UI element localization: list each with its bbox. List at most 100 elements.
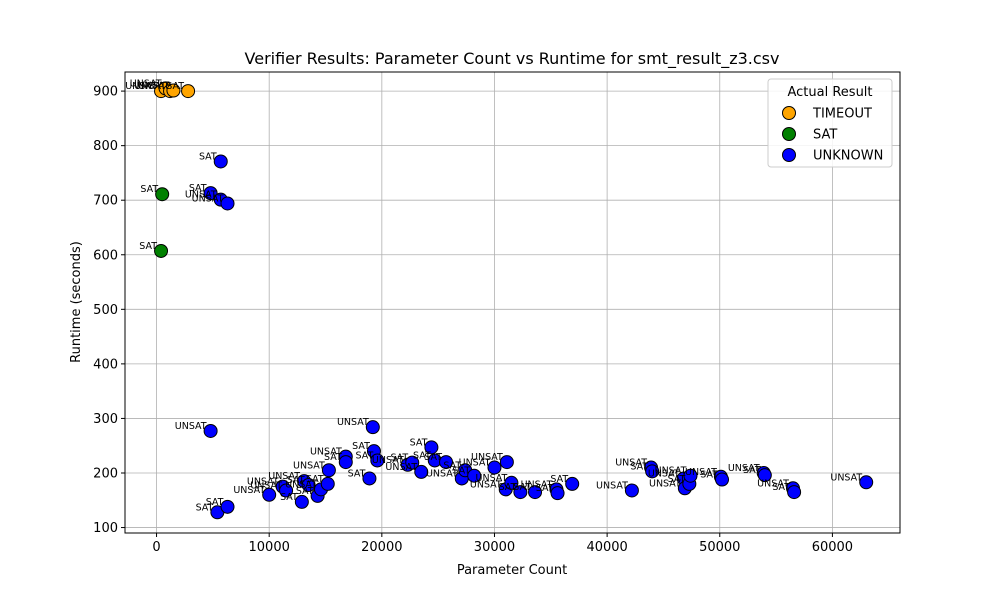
point-label: SAT [410, 437, 428, 448]
x-axis-title: Parameter Count [457, 563, 567, 578]
point-unknown [362, 471, 377, 486]
point-label: SAT [443, 460, 461, 471]
point-unknown [262, 487, 277, 502]
legend-entries: TIMEOUT SAT UNKNOWN [782, 106, 883, 164]
point-label: SAT [348, 468, 366, 479]
x-tick-label: 0 [152, 540, 160, 555]
point-unknown [859, 475, 874, 490]
point-unknown [365, 420, 380, 435]
point-label: SAT [413, 450, 431, 461]
legend-marker-sat [782, 127, 796, 141]
point-label: SAT [140, 184, 158, 195]
point-unknown [220, 499, 235, 514]
point-label: SAT [166, 81, 184, 92]
point-unknown [294, 494, 309, 509]
point-unknown [487, 460, 502, 475]
point-label: UNSAT [293, 460, 325, 471]
legend-box [767, 78, 893, 168]
legend-title: Actual Result [787, 85, 872, 100]
point-label: SAT [196, 502, 214, 513]
point-label: SAT [668, 474, 686, 485]
point-unknown [528, 485, 543, 500]
point-label: UNSAT [250, 480, 282, 491]
point-label: UNSAT [138, 81, 170, 92]
point-unknown [757, 468, 772, 483]
legend: Actual Result TIMEOUT SAT UNKNOWN [767, 78, 893, 168]
point-label: SAT [390, 453, 408, 464]
point-label: UNSAT [310, 447, 342, 458]
point-label: UNSAT [175, 421, 207, 432]
point-unknown [787, 485, 802, 500]
point-label: SAT [206, 497, 224, 508]
point-timeout [181, 84, 196, 99]
point-unknown [624, 483, 639, 498]
point-unknown [414, 464, 429, 479]
point-label: SAT [296, 486, 314, 497]
point-unknown [321, 463, 336, 478]
point-label: SAT [550, 474, 568, 485]
point-label: UNSAT [476, 473, 508, 484]
point-label: SAT [700, 470, 718, 481]
point-label: UNSAT [385, 462, 417, 473]
y-tick-label: 700 [93, 194, 118, 209]
y-tick-label: 500 [93, 303, 118, 318]
legend-label-timeout: TIMEOUT [812, 107, 872, 122]
point-label: SAT [356, 450, 374, 461]
point-unknown [405, 455, 420, 470]
point-unknown [565, 476, 580, 491]
point-unknown [715, 472, 730, 487]
point-unknown [683, 468, 698, 483]
point-labels: UNSATUNSATUNSATUNSATSATSATSATSATSATUNSAT… [125, 78, 862, 513]
point-label: UNSAT [649, 478, 681, 489]
point-label: UNSAT [426, 468, 458, 479]
x-tick-label: 20000 [361, 540, 402, 555]
point-label: UNSAT [130, 78, 162, 89]
x-tick-label: 60000 [812, 540, 853, 555]
y-tick-label: 600 [93, 248, 118, 263]
point-unknown [279, 483, 294, 498]
x-tick-label: 10000 [249, 540, 290, 555]
point-label: UNSAT [337, 417, 369, 428]
point-label: SAT [513, 482, 531, 493]
point-label: UNSAT [830, 472, 862, 483]
point-label: SAT [352, 441, 370, 452]
point-label: UNSAT [521, 479, 553, 490]
y-tick-label: 800 [93, 139, 118, 154]
point-label: UNSAT [459, 458, 491, 469]
point-label: SAT [139, 241, 157, 252]
point-label: SAT [536, 483, 554, 494]
point-label: UNSAT [615, 458, 647, 469]
point-label: SAT [280, 492, 298, 503]
point-unknown [213, 154, 228, 169]
grid [125, 72, 900, 533]
x-tick-label: 30000 [474, 540, 515, 555]
point-label: UNSAT [233, 485, 265, 496]
point-unknown [203, 423, 218, 438]
point-label: UNSAT [596, 480, 628, 491]
legend-label-unknown: UNKNOWN [813, 149, 883, 164]
y-tick-label: 200 [93, 466, 118, 481]
point-unknown [513, 485, 528, 500]
point-label: UNSAT [285, 479, 317, 490]
point-label: UNSAT [125, 81, 157, 92]
plot-frame [124, 71, 901, 534]
y-tick-label: 900 [93, 85, 118, 100]
x-tick-label: 40000 [586, 540, 627, 555]
point-unknown [203, 186, 218, 201]
point-label: UNSAT [757, 478, 789, 489]
point-label: UNSAT [185, 190, 217, 201]
x-tick-label: 50000 [699, 540, 740, 555]
point-label: SAT [452, 466, 470, 477]
point-unknown [320, 476, 335, 491]
data-points [154, 81, 874, 520]
point-label: SAT [772, 482, 790, 493]
point-label: UNSAT [268, 471, 300, 482]
point-unknown [499, 455, 514, 470]
point-unknown [439, 455, 454, 470]
point-label: SAT [287, 475, 305, 486]
chart-title: Verifier Results: Parameter Count vs Run… [245, 49, 780, 69]
point-unknown [370, 453, 385, 468]
point-label: UNSAT [247, 477, 279, 488]
point-sat [155, 187, 170, 202]
